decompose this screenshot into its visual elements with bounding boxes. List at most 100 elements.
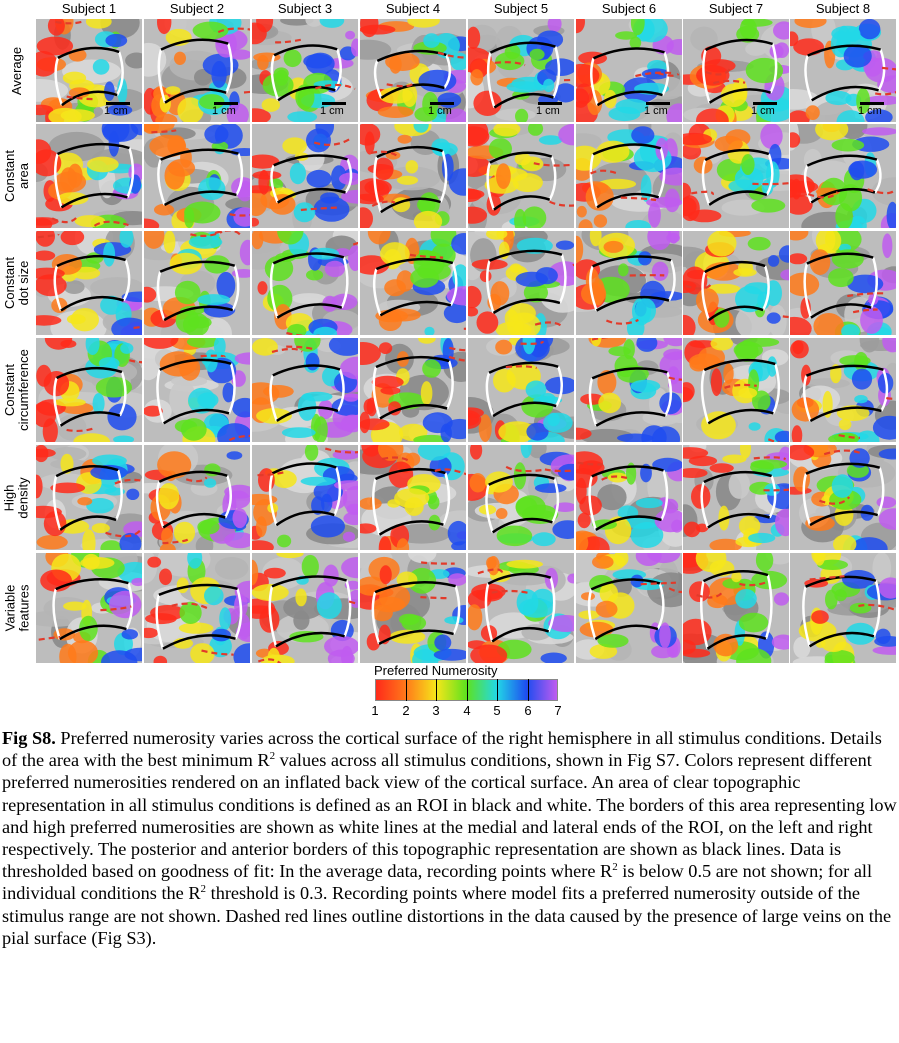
colorbar-tick-mark: [528, 679, 529, 701]
colorbar-tick-label: 2: [402, 703, 410, 718]
subject-label: Subject 1: [61, 1, 117, 16]
condition-label: Constant circumference: [0, 338, 34, 442]
cortical-surface-image: [36, 231, 142, 335]
cortical-map-panel: [360, 553, 466, 663]
cortical-map-panel: [144, 124, 250, 228]
cortical-map-panel: 1 cm: [252, 19, 358, 122]
colorbar-tick-label: 7: [554, 703, 562, 718]
cortical-surface-image: [360, 445, 466, 550]
cortical-surface-image: [683, 338, 789, 442]
caption-text-4: threshold is 0.3. Recording points where…: [2, 883, 892, 948]
condition-label-line: Constant: [2, 256, 18, 310]
subject-label: Subject 8: [815, 1, 871, 16]
caption-superscript-2: 2: [612, 861, 618, 874]
cortical-surface-image: [468, 553, 574, 663]
cortical-map-panel: [576, 124, 682, 228]
cortical-map-panel: [36, 124, 142, 228]
cortical-surface-image: [252, 124, 358, 228]
colorbar-tick-mark: [406, 679, 407, 701]
cortical-surface-image: [790, 231, 896, 335]
cortical-surface-image: [252, 231, 358, 335]
colorbar-tick-label: 4: [463, 703, 471, 718]
condition-label: Variable features: [0, 553, 34, 663]
colorbar-tick-label: 1: [371, 703, 379, 718]
cortical-map-panel: [252, 445, 358, 550]
condition-label: High density: [0, 445, 34, 550]
cortical-map-panel: [576, 553, 682, 663]
cortical-surface-image: [683, 445, 789, 550]
subject-label: Subject 5: [493, 1, 549, 16]
condition-label: Average: [0, 19, 34, 122]
subject-label: Subject 2: [169, 1, 225, 16]
cortical-surface-image: [790, 553, 896, 663]
cortical-map-panel: [468, 231, 574, 335]
condition-label: Constant area: [0, 124, 34, 228]
cortical-surface-image: [36, 445, 142, 550]
condition-label-line: dot size: [16, 260, 32, 306]
cortical-surface-image: [360, 19, 466, 122]
cortical-map-panel: 1 cm: [683, 19, 789, 122]
cortical-map-panel: [468, 553, 574, 663]
colorbar-tick-mark: [497, 679, 498, 701]
cortical-map-panel: [144, 231, 250, 335]
cortical-map-panel: [790, 338, 896, 442]
cortical-map-panel: [360, 445, 466, 550]
cortical-surface-image: [683, 553, 789, 663]
cortical-surface-image: [468, 445, 574, 550]
cortical-map-panel: [683, 338, 789, 442]
caption-superscript-3: 2: [200, 883, 207, 896]
cortical-map-panel: [468, 445, 574, 550]
cortical-surface-image: [683, 231, 789, 335]
cortical-map-panel: [683, 231, 789, 335]
cortical-surface-image: [468, 231, 574, 335]
cortical-surface-image: [252, 338, 358, 442]
cortical-map-panel: [144, 338, 250, 442]
colorbar: [375, 679, 558, 701]
cortical-map-panel: [360, 231, 466, 335]
caption-text-1: Preferred numerosity varies across the c…: [2, 728, 882, 771]
cortical-map-panel: [252, 124, 358, 228]
colorbar-title: Preferred Numerosity: [374, 663, 498, 678]
cortical-surface-image: [576, 124, 682, 228]
cortical-surface-image: [252, 19, 358, 122]
figure-caption: Fig S8. Preferred numerosity varies acro…: [2, 727, 897, 949]
subject-label: Subject 7: [708, 1, 764, 16]
cortical-map-panel: 1 cm: [360, 19, 466, 122]
cortical-map-panel: [576, 231, 682, 335]
cortical-map-panel: [252, 231, 358, 335]
cortical-surface-image: [576, 19, 682, 122]
cortical-surface-image: [144, 338, 250, 442]
cortical-surface-image: [790, 124, 896, 228]
colorbar-tick-label: 5: [493, 703, 501, 718]
caption-text-2: values across all stimulus conditions, s…: [2, 750, 897, 882]
cortical-surface-image: [360, 553, 466, 663]
caption-text-3: is below 0.5 are not shown; for all indi…: [2, 861, 873, 904]
cortical-surface-image: [468, 19, 574, 122]
condition-label-line: circumference: [16, 349, 32, 431]
colorbar-tick-label: 6: [524, 703, 532, 718]
condition-label-line: Variable: [2, 584, 18, 632]
caption-label: Fig S8.: [2, 728, 56, 748]
cortical-map-panel: [252, 553, 358, 663]
colorbar-tick-mark: [436, 679, 437, 701]
cortical-map-panel: [683, 124, 789, 228]
cortical-surface-image: [36, 19, 142, 122]
condition-label: Constant dot size: [0, 231, 34, 335]
cortical-surface-image: [252, 445, 358, 550]
cortical-map-panel: 1 cm: [144, 19, 250, 122]
cortical-map-panel: [144, 445, 250, 550]
cortical-map-panel: [683, 553, 789, 663]
condition-label-line: Constant: [2, 149, 18, 203]
cortical-surface-image: [36, 338, 142, 442]
cortical-surface-image: [36, 553, 142, 663]
cortical-surface-image: [468, 338, 574, 442]
cortical-map-panel: [468, 124, 574, 228]
cortical-surface-image: [144, 445, 250, 550]
cortical-surface-image: [790, 338, 896, 442]
cortical-surface-image: [576, 231, 682, 335]
cortical-surface-image: [360, 231, 466, 335]
cortical-surface-image: [790, 19, 896, 122]
cortical-surface-image: [144, 124, 250, 228]
cortical-map-panel: [790, 553, 896, 663]
cortical-surface-image: [36, 124, 142, 228]
